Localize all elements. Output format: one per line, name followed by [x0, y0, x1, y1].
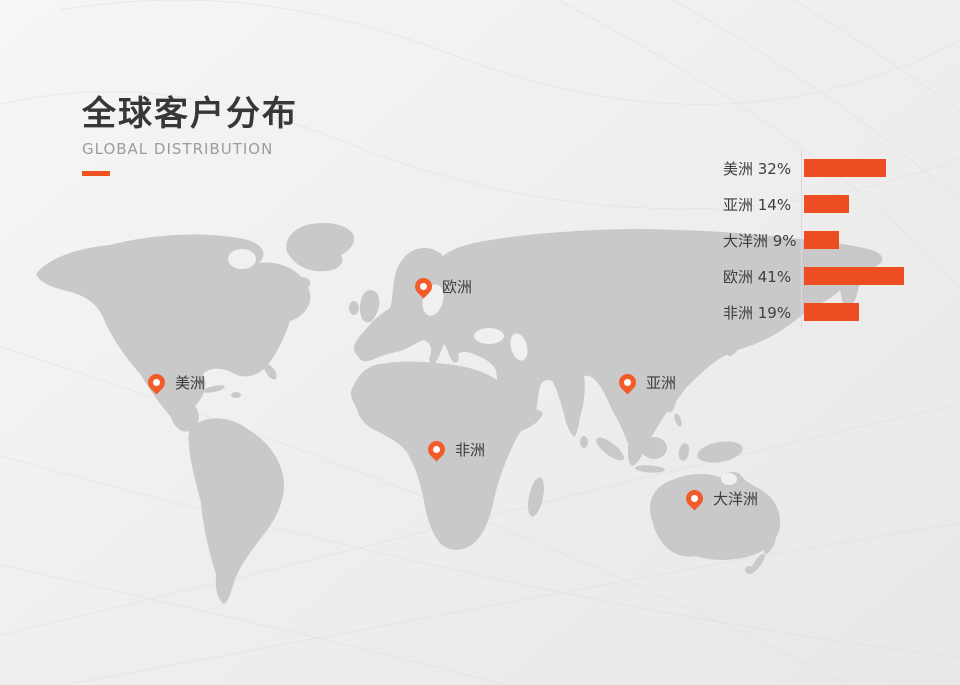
caspian-sea [510, 333, 528, 361]
marker-label: 欧洲 [442, 278, 473, 296]
location-pin-icon [144, 370, 169, 395]
north-america [36, 234, 311, 432]
location-pin-icon [615, 370, 640, 395]
sri-lanka [580, 436, 588, 448]
accent-dash [82, 170, 110, 176]
distribution-bar-chart: 美洲 32% 亚洲 14% 大洋洲 9% 欧洲 41% 非洲 19% [723, 150, 960, 339]
chart-row-label: 非洲 19% [723, 303, 792, 322]
chart-bar [804, 267, 904, 285]
world-map-land [36, 223, 883, 604]
britain [359, 290, 380, 323]
japan [717, 319, 731, 341]
black-sea [474, 328, 504, 344]
chart-row: 欧洲 41% [723, 267, 960, 286]
page-title: 全球客户分布 [82, 94, 298, 134]
south-america [188, 418, 284, 604]
madagascar [527, 477, 545, 517]
new-guinea [697, 441, 743, 463]
chart-row: 非洲 19% [723, 303, 960, 322]
chart-axis-line [801, 150, 802, 328]
chart-row-label: 大洋洲 9% [723, 231, 797, 250]
borneo [641, 437, 667, 459]
location-pin-icon [682, 486, 707, 511]
chart-bar [804, 303, 859, 321]
java [635, 465, 665, 473]
chart-row-label: 亚洲 14% [723, 195, 792, 214]
marker-label: 大洋洲 [713, 490, 759, 508]
australia [650, 471, 781, 560]
chart-row: 美洲 32% [723, 159, 960, 178]
marker-oceania: 大洋洲 [682, 486, 759, 511]
chart-row-label: 欧洲 41% [723, 267, 792, 286]
sumatra [596, 437, 624, 461]
location-pin-icon [424, 437, 449, 462]
marker-asia: 亚洲 [615, 370, 677, 395]
chart-row: 亚洲 14% [723, 195, 960, 214]
greenland [286, 223, 355, 272]
africa [350, 361, 543, 550]
chart-row: 大洋洲 9% [723, 231, 960, 250]
marker-label: 美洲 [175, 374, 206, 392]
chart-row-label: 美洲 32% [723, 159, 792, 178]
chart-bar [804, 159, 886, 177]
hudson-bay [228, 249, 256, 269]
marker-europe: 欧洲 [411, 274, 473, 299]
gulf-of-carpentaria [721, 473, 737, 485]
eurasia [353, 228, 883, 466]
marker-label: 非洲 [455, 441, 486, 459]
marker-africa: 非洲 [424, 437, 486, 462]
chart-bar [804, 195, 849, 213]
new-zealand [764, 536, 776, 554]
chart-bar [804, 231, 839, 249]
header: 全球客户分布 GLOBAL DISTRIBUTION [82, 94, 298, 176]
location-pin-icon [411, 274, 436, 299]
page-subtitle: GLOBAL DISTRIBUTION [82, 139, 274, 158]
marker-americas: 美洲 [144, 370, 206, 395]
iceland [293, 277, 311, 291]
sulawesi [678, 443, 690, 461]
marker-label: 亚洲 [646, 374, 677, 392]
